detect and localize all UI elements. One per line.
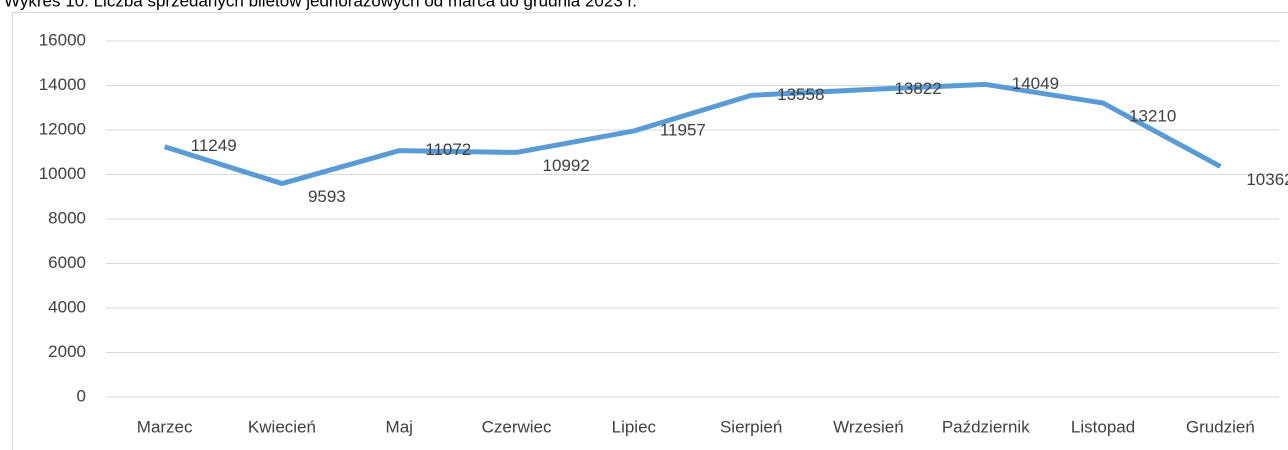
y-tick-label: 4000 (48, 297, 86, 316)
chart-border (12, 12, 1288, 450)
x-tick-label: Maj (386, 417, 413, 436)
data-label: 9593 (308, 187, 346, 206)
x-tick-label: Listopad (1071, 417, 1135, 436)
x-tick-label: Czerwiec (482, 417, 552, 436)
y-tick-label: 10000 (39, 164, 86, 183)
data-label: 10362 (1246, 170, 1288, 189)
y-tick-label: 0 (77, 386, 86, 405)
y-tick-label: 16000 (39, 30, 86, 49)
line (163, 81, 1222, 187)
y-tick-label: 12000 (39, 119, 86, 138)
x-tick-label: Wrzesień (833, 417, 904, 436)
data-label: 14049 (1012, 74, 1059, 93)
x-tick-label: Grudzień (1186, 417, 1255, 436)
x-tick-label: Kwiecień (248, 417, 316, 436)
y-tick-label: 14000 (39, 75, 86, 94)
y-tick-label: 6000 (48, 253, 86, 272)
data-label: 13210 (1129, 107, 1176, 126)
y-tick-label: 2000 (48, 342, 86, 361)
chart-title: Wykres 10. Liczba sprzedanych biletów je… (4, 0, 637, 10)
data-label: 13558 (777, 85, 824, 104)
x-tick-label: Marzec (137, 417, 193, 436)
x-tick-label: Sierpień (720, 417, 782, 436)
data-label: 11957 (660, 120, 706, 139)
x-tick-label: Lipiec (612, 417, 657, 436)
data-label: 13822 (894, 79, 941, 98)
data-label: 10992 (543, 156, 590, 175)
data-label: 11072 (425, 140, 471, 159)
x-tick-label: Październik (942, 417, 1030, 436)
data-label: 11249 (191, 136, 237, 155)
y-tick-label: 8000 (48, 208, 86, 227)
